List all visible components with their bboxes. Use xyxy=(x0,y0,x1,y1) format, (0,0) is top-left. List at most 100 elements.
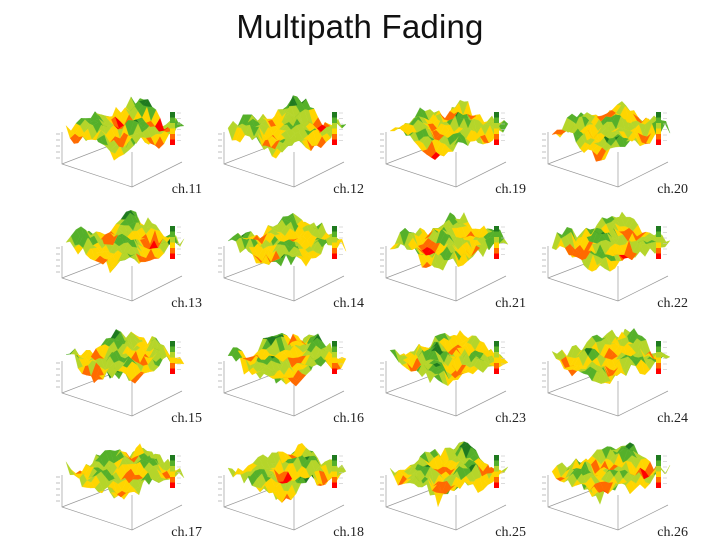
surface-plot xyxy=(56,209,185,302)
channel-label: ch.25 xyxy=(495,525,526,540)
colorbar-segment xyxy=(170,226,175,232)
colorbar-segment xyxy=(170,112,175,118)
colorbar-segment xyxy=(656,123,661,129)
colorbar-segment xyxy=(332,357,337,363)
surface-plot xyxy=(542,211,671,302)
colorbar-segment xyxy=(170,248,175,254)
colorbar-segment xyxy=(494,134,499,140)
surface-plot-panel: ch.22 xyxy=(528,206,688,311)
axis-frame xyxy=(61,361,183,417)
colorbar-segment xyxy=(170,123,175,129)
surface-plot xyxy=(56,329,185,417)
colorbar-segment xyxy=(494,455,499,461)
surface-plot xyxy=(380,330,509,417)
channel-label: ch.20 xyxy=(657,182,688,197)
colorbar-segment xyxy=(656,242,661,248)
colorbar-segment xyxy=(332,471,337,477)
channel-label: ch.15 xyxy=(171,411,202,426)
surface-facet xyxy=(458,212,469,224)
channel-label: ch.23 xyxy=(495,411,526,426)
colorbar-segment xyxy=(494,112,499,118)
surface-plot-panel: ch.15 xyxy=(42,321,202,426)
slide-title: Multipath Fading xyxy=(236,8,484,45)
colorbar-segment xyxy=(170,128,175,134)
surface-facet xyxy=(292,333,303,343)
surface-facet xyxy=(454,330,465,340)
surface-plot-panel: ch.12 xyxy=(204,92,364,197)
colorbar-segment xyxy=(494,357,499,363)
channel-label: ch.26 xyxy=(657,525,688,540)
surface-facet xyxy=(616,445,627,453)
surface-facet xyxy=(130,443,141,460)
colorbar-segment xyxy=(332,346,337,352)
colorbar-segment xyxy=(332,455,337,461)
colorbar-segment xyxy=(332,363,337,369)
colorbar-segment xyxy=(332,248,337,254)
surface-plot xyxy=(380,99,509,188)
colorbar-segment xyxy=(170,231,175,237)
colorbar-segment xyxy=(656,248,661,254)
colorbar-segment xyxy=(656,363,661,369)
surface-plot-panel: ch.17 xyxy=(42,435,202,540)
colorbar-segment xyxy=(494,237,499,243)
surface-plot xyxy=(218,95,347,188)
channel-label: ch.17 xyxy=(171,525,202,540)
colorbar-segment xyxy=(332,477,337,483)
colorbar-segment xyxy=(494,253,499,259)
colorbar-segment xyxy=(656,139,661,145)
surface-plot-panel: ch.16 xyxy=(204,321,364,426)
colorbar-segment xyxy=(332,134,337,140)
surface-plot xyxy=(218,333,347,417)
surface-plot xyxy=(56,96,185,188)
colorbar-segment xyxy=(494,482,499,488)
surface-facet xyxy=(616,101,627,106)
surface-facet xyxy=(454,212,465,224)
colorbar-segment xyxy=(494,117,499,123)
colorbar-segment xyxy=(656,460,661,466)
colorbar-segment xyxy=(170,471,175,477)
colorbar-segment xyxy=(656,346,661,352)
colorbar-segment xyxy=(656,471,661,477)
surface-plot-panel: ch.24 xyxy=(528,321,688,426)
axis-frame xyxy=(223,361,345,417)
colorbar-segment xyxy=(656,237,661,243)
colorbar-segment xyxy=(332,139,337,145)
surface-plot xyxy=(542,101,671,188)
colorbar-segment xyxy=(656,357,661,363)
colorbar-segment xyxy=(332,237,337,243)
surface-plot-panel: ch.21 xyxy=(366,206,526,311)
colorbar-segment xyxy=(494,477,499,483)
axis-frame xyxy=(61,475,183,531)
surface-plot-panel: ch.23 xyxy=(366,321,526,426)
colorbar-segment xyxy=(170,134,175,140)
colorbar-segment xyxy=(332,253,337,259)
surface-plot xyxy=(380,212,509,302)
colorbar-segment xyxy=(332,117,337,123)
colorbar-segment xyxy=(494,466,499,472)
surface-facet xyxy=(454,441,465,454)
colorbar-segment xyxy=(656,477,661,483)
colorbar-segment xyxy=(656,352,661,358)
surface-plot xyxy=(542,328,671,417)
surface-facet xyxy=(292,95,303,107)
surface-plot-panel: ch.14 xyxy=(204,206,364,311)
colorbar-segment xyxy=(656,134,661,140)
colorbar-segment xyxy=(494,128,499,134)
surface-plot-panel: ch.26 xyxy=(528,435,688,540)
surface-facet xyxy=(130,209,141,225)
channel-label: ch.24 xyxy=(657,411,688,426)
colorbar-segment xyxy=(332,242,337,248)
surface-plot xyxy=(542,442,671,531)
surface-facet xyxy=(292,442,303,458)
colorbar-segment xyxy=(332,466,337,472)
colorbar-segment xyxy=(170,455,175,461)
colorbar-segment xyxy=(656,117,661,123)
colorbar-segment xyxy=(656,253,661,259)
surface-facet xyxy=(130,96,141,106)
channel-label: ch.22 xyxy=(657,296,688,311)
colorbar-segment xyxy=(656,341,661,347)
colorbar-segment xyxy=(494,460,499,466)
surface-plot-panel: ch.13 xyxy=(42,206,202,311)
colorbar-segment xyxy=(170,237,175,243)
surface-plot-panel: ch.19 xyxy=(366,92,526,197)
